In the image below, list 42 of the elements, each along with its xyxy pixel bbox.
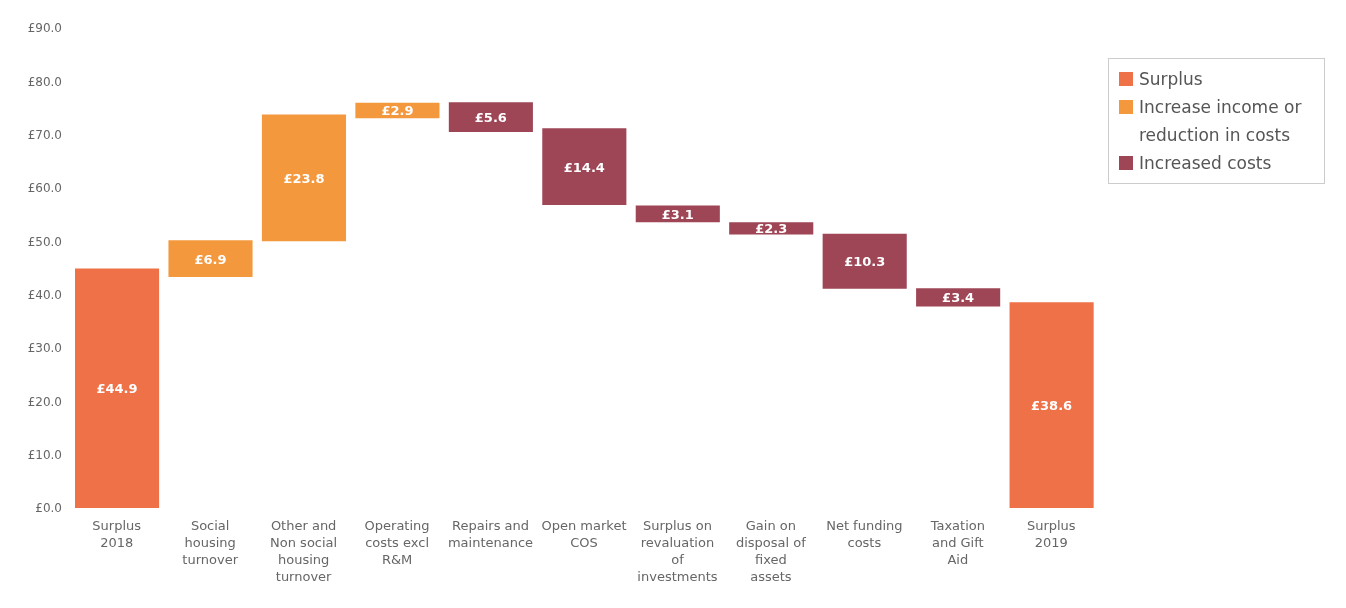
bar [75,268,160,508]
x-tick-label: Net funding costs [826,518,903,550]
bar [168,240,253,278]
data-label: £10.3 [844,254,886,270]
bar [822,233,907,289]
data-label: £44.9 [96,381,138,397]
data-label: £14.4 [563,159,605,175]
y-tick-label: £80.0 [27,74,62,89]
data-label: £2.3 [755,221,788,237]
data-label: £2.9 [381,103,414,119]
y-tick-label: £60.0 [27,181,62,196]
legend-label: Increase income or reduction in costs [1139,96,1303,147]
data-label: £38.6 [1031,398,1073,414]
data-label: £3.1 [661,206,694,222]
bar [1009,302,1094,508]
x-tick-label: Surplus on revaluation of investments [637,518,718,584]
y-tick-label: £50.0 [27,234,62,249]
data-label: £23.8 [283,170,325,186]
y-tick-label: £10.0 [27,447,62,462]
y-tick-label: £90.0 [27,21,62,36]
legend-label: Increased costs [1139,152,1272,175]
x-tick-label: Taxation and Gift Aid [929,518,985,567]
bar [261,114,347,242]
x-tick-label: Surplus 2019 [1026,518,1076,550]
x-tick-label: Other and Non social housing turnover [270,518,338,584]
x-tick-label: Social housing turnover [182,518,239,567]
x-tick-label: Repairs and maintenance [447,518,534,550]
data-label: £5.6 [474,110,507,126]
data-label: £6.9 [194,251,227,267]
x-tick-label: Open market COS [541,518,627,550]
data-label: £3.4 [942,290,975,306]
y-tick-label: £20.0 [27,394,62,409]
x-tick-label: Gain on disposal of fixed assets [735,518,807,584]
y-tick-label: £70.0 [27,127,62,142]
bar [448,102,533,132]
x-tick-label: Operating costs excl R&M [364,518,430,567]
y-tick-label: £40.0 [27,287,62,302]
y-tick-label: £30.0 [27,341,62,356]
bar [542,128,627,206]
legend-label: Surplus [1139,68,1203,91]
x-tick-label: Surplus 2018 [92,518,142,550]
y-tick-label: £0.0 [35,501,62,516]
